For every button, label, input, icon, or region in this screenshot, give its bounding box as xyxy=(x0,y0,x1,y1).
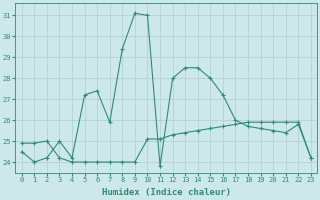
X-axis label: Humidex (Indice chaleur): Humidex (Indice chaleur) xyxy=(102,188,231,197)
